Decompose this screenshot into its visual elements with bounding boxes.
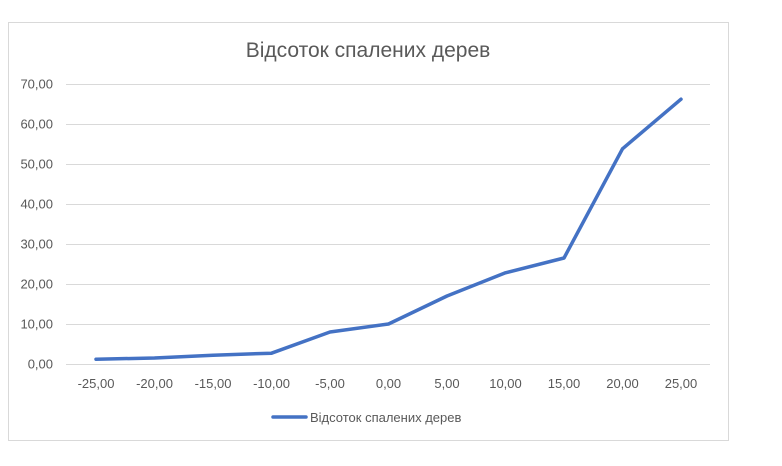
gridlines [66, 84, 710, 365]
y-tick-label: 50,00 [20, 157, 53, 172]
y-tick-label: 40,00 [20, 197, 53, 212]
x-tick-label: -10,00 [253, 376, 290, 391]
data-point [562, 256, 566, 260]
x-axis-tick-labels: -25,00 -20,00 -15,00 -10,00 -5,00 0,00 5,00 10,… [78, 376, 698, 391]
x-tick-label: -15,00 [195, 376, 232, 391]
data-point [270, 351, 273, 355]
data-point [387, 322, 390, 326]
x-tick-label: 5,00 [434, 376, 459, 391]
y-tick-label: 70,00 [20, 77, 53, 92]
data-point [679, 97, 683, 101]
data-point [504, 271, 507, 275]
legend-label: Відсоток спалених дерев [310, 410, 461, 425]
x-tick-label: -5,00 [315, 376, 345, 391]
x-tick-label: 20,00 [606, 376, 639, 391]
y-tick-label: 0,00 [28, 357, 53, 372]
x-tick-label: 25,00 [665, 376, 698, 391]
x-tick-label: -25,00 [78, 376, 115, 391]
y-axis-tick-labels: 0,00 10,00 20,00 30,00 40,00 50,00 60,00 70,00 [20, 77, 53, 372]
y-tick-label: 30,00 [20, 237, 53, 252]
data-point [153, 356, 156, 360]
y-tick-label: 10,00 [20, 317, 53, 332]
x-tick-label: 15,00 [548, 376, 581, 391]
chart-title: Відсоток спалених дерев [246, 39, 491, 62]
data-point [621, 147, 624, 151]
data-point [445, 294, 449, 298]
data-point [328, 330, 332, 334]
data-point [94, 357, 98, 361]
x-tick-label: -20,00 [136, 376, 173, 391]
y-tick-label: 60,00 [20, 117, 53, 132]
series-layer [94, 97, 683, 361]
x-tick-label: 10,00 [489, 376, 522, 391]
data-point [211, 353, 215, 357]
y-tick-label: 20,00 [20, 277, 53, 292]
chart-border [8, 22, 729, 441]
legend: Відсоток спалених дерев [271, 410, 461, 425]
x-tick-label: 0,00 [376, 376, 401, 391]
